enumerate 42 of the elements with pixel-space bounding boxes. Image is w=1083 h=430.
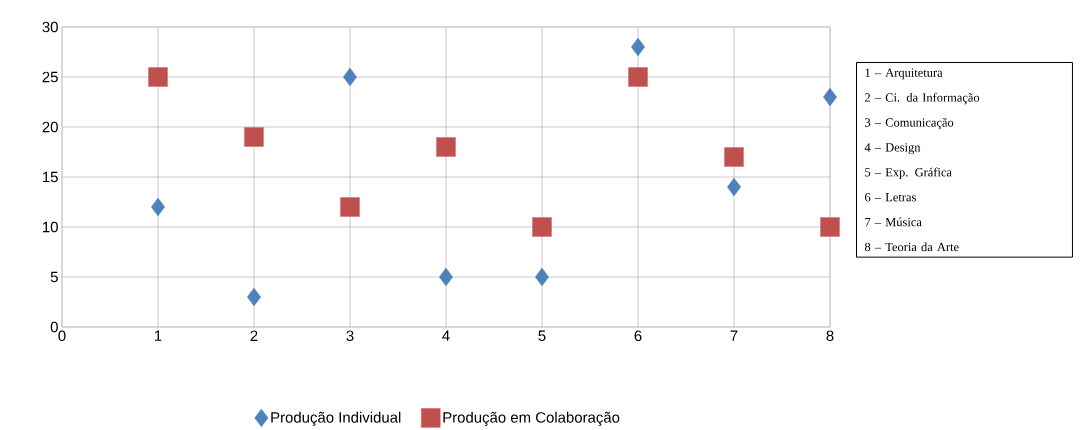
x-tick-label: 8 [826,330,834,342]
x-tick-label: 2 [250,330,258,341]
point [247,287,261,307]
text: 8 – Teoria da Arte [864,242,959,252]
x-tick-label: 6 [634,330,642,342]
y-tick-label: 25 [42,71,58,83]
y-tick-label: 20 [42,121,58,133]
x-tick-label: 3 [346,330,354,342]
point [436,137,456,157]
point [535,267,549,287]
point [532,217,552,237]
point [727,177,741,197]
y-tick-label: 5 [50,271,58,283]
text: 7 – Música [865,217,922,227]
text: 2 – Ci. da Informação [865,92,980,105]
point [340,197,360,217]
legend-label: Produção Individual [271,411,401,426]
point [244,127,264,147]
x-tick-label: 7 [730,330,738,341]
x-tick-label: 5 [538,330,546,341]
text: 4 – Design [864,143,921,155]
text: 3 – Comunicação [865,118,954,130]
x-tick-label: 0 [58,330,66,342]
point [823,87,837,107]
y-tick-label: 10 [43,221,58,233]
y-tick-label: 30 [42,21,58,33]
text: 1 – Arquitetura [865,68,943,80]
point [820,217,840,237]
point [148,67,168,87]
x-tick-label: 4 [442,330,450,341]
point [439,267,453,287]
y-tick-label: 0 [50,321,58,333]
point [631,37,645,57]
point [724,147,744,167]
x-tick-label: 1 [154,330,162,341]
point [628,67,648,87]
legend-label: Produção em Colaboração [443,411,620,426]
point [151,197,165,217]
point [343,67,357,87]
y-tick-label: 15 [43,171,58,183]
text: 6 – Letras [865,193,916,202]
text: 5 – Exp. Gráfica [865,167,952,179]
